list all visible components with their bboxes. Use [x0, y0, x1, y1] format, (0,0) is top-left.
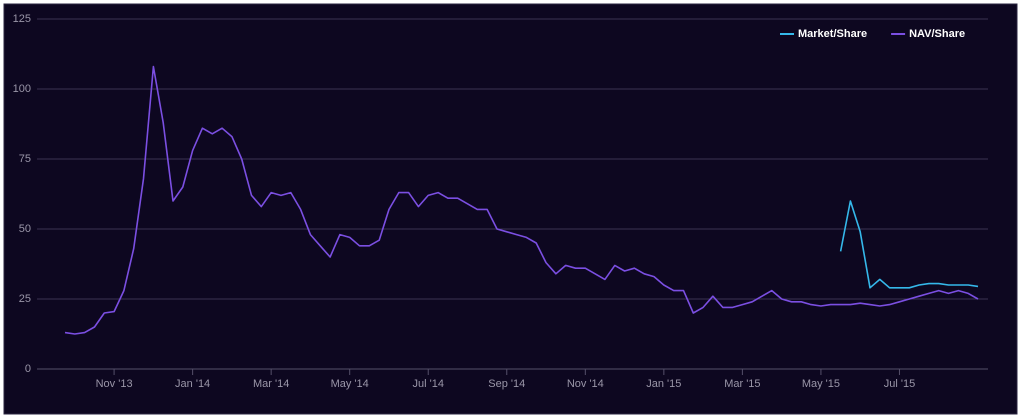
y-tick-label: 125	[13, 13, 31, 25]
line-series	[839, 200, 979, 289]
y-tick-label: 50	[19, 223, 31, 235]
x-tick-label: Jan '15	[646, 378, 681, 390]
x-tick-label: Jul '15	[884, 378, 915, 390]
x-tick-label: Mar '14	[253, 378, 289, 390]
chart-background	[3, 3, 1018, 415]
legend-label: NAV/Share	[909, 28, 965, 40]
x-tick-label: Jul '14	[413, 378, 444, 390]
y-tick-label: 75	[19, 153, 31, 165]
x-tick-label: Sep '14	[488, 378, 525, 390]
x-tick-label: May '15	[802, 378, 840, 390]
y-tick-label: 0	[25, 363, 31, 375]
y-tick-label: 25	[19, 293, 31, 305]
x-tick-label: Nov '14	[567, 378, 604, 390]
x-tick-label: Nov '13	[96, 378, 133, 390]
y-tick-label: 100	[13, 83, 31, 95]
x-tick-label: Mar '15	[724, 378, 760, 390]
line-series	[64, 65, 979, 335]
x-tick-label: May '14	[331, 378, 369, 390]
x-tick-label: Jan '14	[175, 378, 210, 390]
legend-label: Market/Share	[798, 28, 867, 40]
